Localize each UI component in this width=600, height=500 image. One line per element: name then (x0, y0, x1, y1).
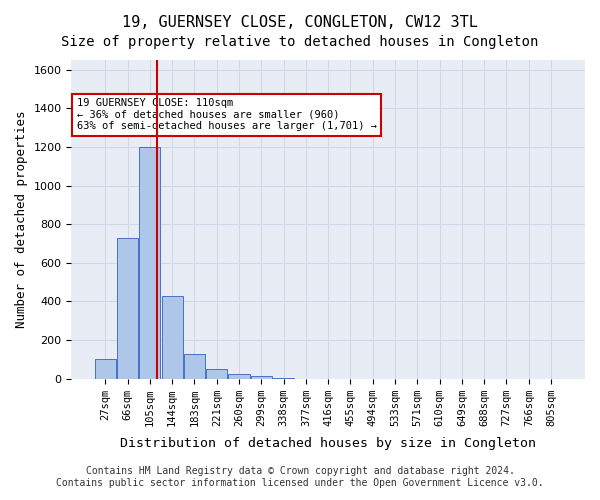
Text: 19, GUERNSEY CLOSE, CONGLETON, CW12 3TL: 19, GUERNSEY CLOSE, CONGLETON, CW12 3TL (122, 15, 478, 30)
Y-axis label: Number of detached properties: Number of detached properties (15, 110, 28, 328)
X-axis label: Distribution of detached houses by size in Congleton: Distribution of detached houses by size … (120, 437, 536, 450)
Text: Size of property relative to detached houses in Congleton: Size of property relative to detached ho… (61, 35, 539, 49)
Bar (184, 354, 205, 378)
Bar (229, 374, 250, 378)
Bar (117, 238, 138, 378)
Text: 19 GUERNSEY CLOSE: 110sqm
← 36% of detached houses are smaller (960)
63% of semi: 19 GUERNSEY CLOSE: 110sqm ← 36% of detac… (77, 98, 377, 132)
Text: Contains HM Land Registry data © Crown copyright and database right 2024.
Contai: Contains HM Land Registry data © Crown c… (56, 466, 544, 487)
Bar (206, 369, 227, 378)
Bar (139, 147, 160, 378)
Bar (95, 360, 116, 378)
Bar (161, 296, 183, 378)
Bar (251, 376, 272, 378)
